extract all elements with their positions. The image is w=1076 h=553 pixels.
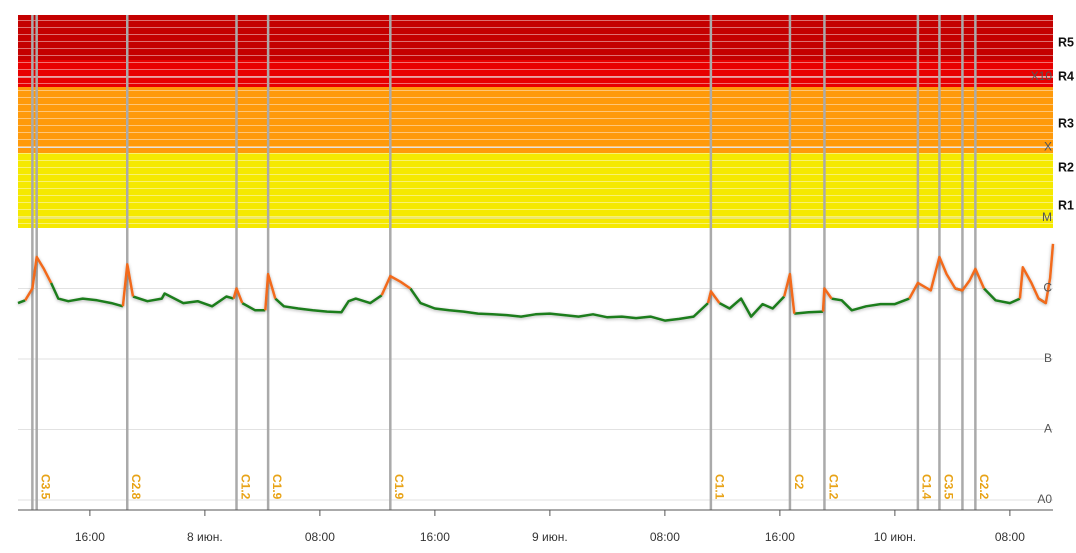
y-tick-label: A0 <box>1037 492 1052 506</box>
x-tick-label: 08:00 <box>995 530 1025 544</box>
flare-label: C1.1 <box>713 474 727 500</box>
x-tick-label: 08:00 <box>305 530 335 544</box>
scale-label: R2 <box>1058 160 1074 174</box>
x-tick-label: 10 июн. <box>874 530 916 544</box>
y-tick-label: A <box>1044 422 1052 436</box>
x-tick-label: 8 июн. <box>187 530 223 544</box>
flare-label: C1.9 <box>392 474 406 500</box>
scale-label: R3 <box>1058 116 1074 130</box>
flare-label: C2.2 <box>977 474 991 500</box>
x-tick-label: 16:00 <box>765 530 795 544</box>
scale-label: R5 <box>1058 35 1074 49</box>
flare-label: C3.5 <box>39 474 53 500</box>
y-tick-label: X10 <box>1031 69 1053 83</box>
scale-bands <box>18 15 1053 228</box>
flare-label: C2 <box>792 474 806 490</box>
flux-line <box>24 243 1055 314</box>
x-tick-label: 16:00 <box>420 530 450 544</box>
flare-label: C1.2 <box>826 474 840 500</box>
flare-label: C1.9 <box>270 474 284 500</box>
y-tick-label: B <box>1044 351 1052 365</box>
flare-label: C2.8 <box>129 474 143 500</box>
x-tick-label: 08:00 <box>650 530 680 544</box>
y-tick-label: C <box>1043 281 1052 295</box>
x-tick-label: 9 июн. <box>532 530 568 544</box>
scale-label: R1 <box>1058 198 1074 212</box>
flare-label: C1.4 <box>920 474 934 500</box>
scale-label: R4 <box>1058 69 1074 83</box>
y-tick-label: X <box>1044 140 1052 154</box>
x-tick-label: 16:00 <box>75 530 105 544</box>
y-tick-label: M <box>1042 210 1052 224</box>
flare-label: C1.2 <box>238 474 252 500</box>
flare-label: C3.5 <box>941 474 955 500</box>
